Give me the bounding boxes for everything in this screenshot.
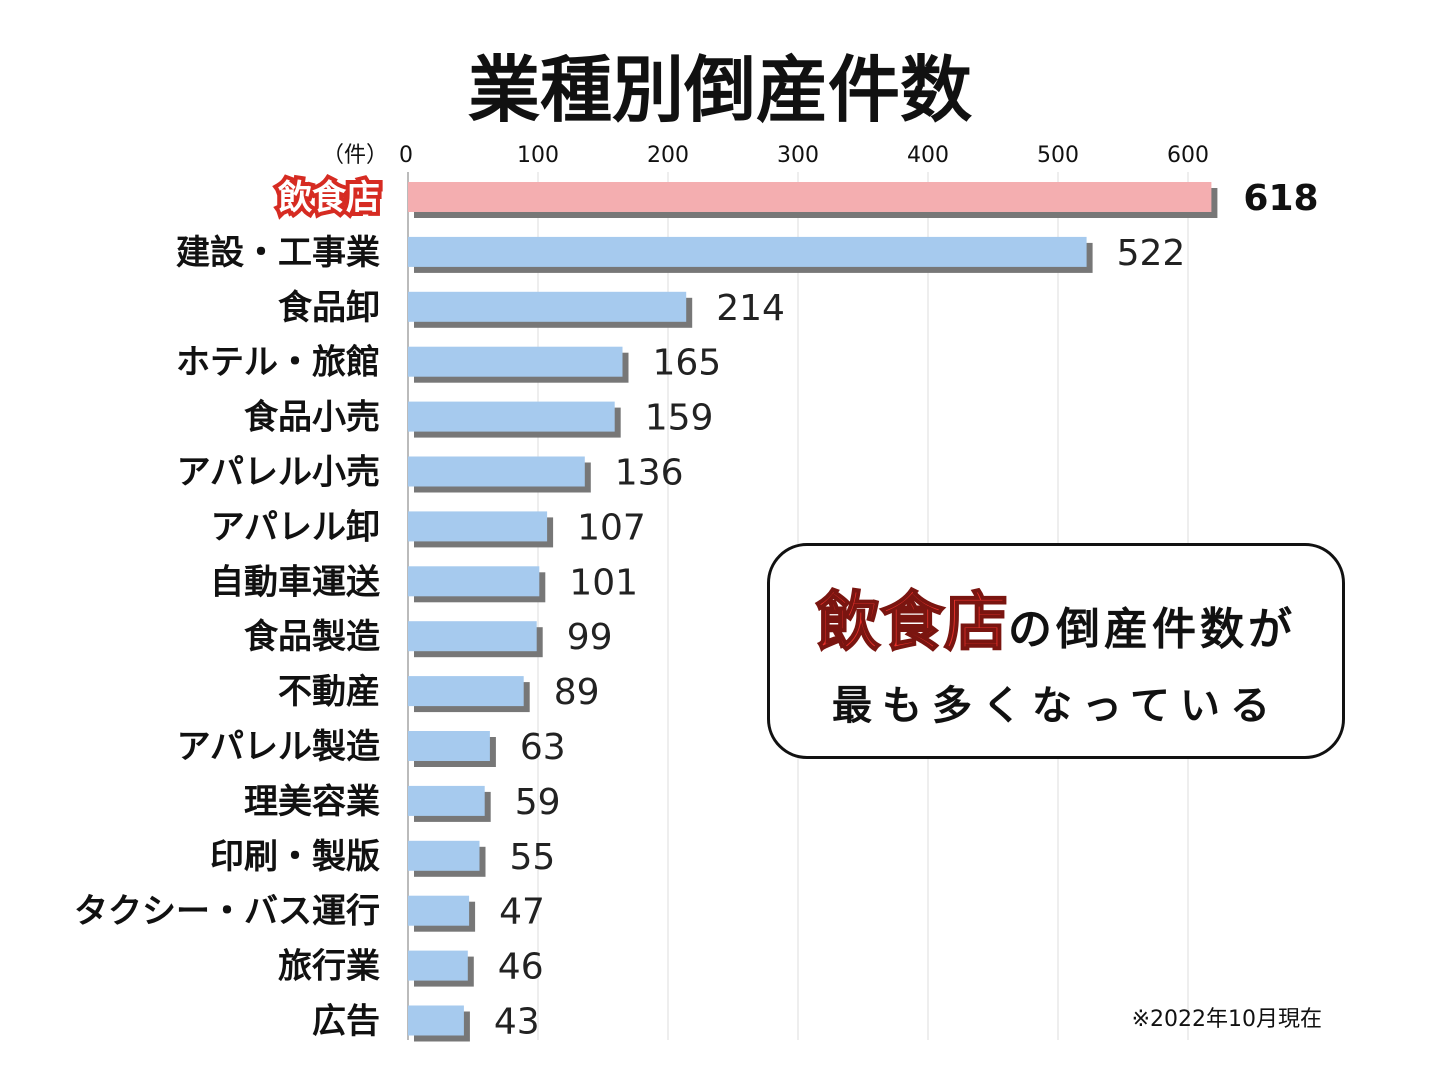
bar — [408, 456, 585, 487]
bar — [408, 1005, 464, 1036]
data-label: 214 — [716, 288, 785, 329]
data-label: 59 — [515, 782, 561, 823]
data-label: 522 — [1117, 233, 1186, 274]
bar — [408, 182, 1212, 212]
category-label: 自動車運送 — [210, 562, 380, 602]
x-tick-label: 500 — [1037, 143, 1079, 168]
x-tick-label: 400 — [907, 143, 949, 168]
bar — [408, 566, 540, 597]
bar — [408, 840, 480, 871]
category-label: アパレル製造 — [177, 727, 380, 767]
data-label: 618 — [1243, 178, 1318, 219]
bar — [408, 621, 537, 652]
bar — [408, 511, 548, 542]
category-label: 建設・工事業 — [176, 233, 380, 273]
data-label: 47 — [499, 892, 545, 933]
x-tick-label: 100 — [517, 143, 559, 168]
data-label: 63 — [520, 727, 566, 768]
data-label: 99 — [567, 617, 613, 658]
callout-highlight: 飲食店 — [815, 585, 1009, 661]
category-label: 印刷・製版 — [210, 837, 380, 877]
bar — [408, 291, 687, 322]
bar — [408, 895, 470, 926]
callout-line2: 最も多くなっている — [832, 683, 1280, 729]
x-tick-label: 300 — [777, 143, 819, 168]
category-label: アパレル小売 — [177, 453, 380, 493]
bar — [408, 785, 485, 816]
chart-title: 業種別倒産件数 — [468, 48, 972, 132]
bar — [408, 236, 1087, 267]
x-tick-label: 600 — [1167, 143, 1209, 168]
data-label: 101 — [569, 562, 638, 603]
category-label: ホテル・旅館 — [176, 343, 380, 383]
category-label: 飲食店 — [278, 178, 380, 218]
category-label: 不動産 — [278, 672, 380, 712]
category-label: 旅行業 — [278, 947, 380, 987]
category-label: 広告 — [312, 1002, 380, 1042]
category-label: 理美容業 — [244, 782, 380, 822]
category-label: タクシー・バス運行 — [74, 892, 380, 932]
callout-box: 飲食店の倒産件数が 最も多くなっている — [767, 543, 1345, 759]
data-label: 136 — [615, 453, 684, 494]
data-label: 165 — [653, 343, 722, 384]
footnote: ※2022年10月現在 — [1132, 1007, 1322, 1032]
callout-line1: 飲食店の倒産件数が — [815, 571, 1296, 663]
bar — [408, 346, 623, 377]
category-label: アパレル卸 — [211, 507, 380, 547]
data-label: 55 — [510, 837, 556, 878]
callout-line1-text: の倒産件数が — [1008, 604, 1296, 655]
category-label: 食品小売 — [244, 398, 380, 438]
data-label: 46 — [498, 947, 544, 988]
bar — [408, 731, 490, 761]
data-label: 43 — [494, 1002, 540, 1043]
data-label: 159 — [645, 398, 714, 439]
bar — [408, 950, 468, 981]
category-label: 食品製造 — [244, 617, 380, 657]
category-label: 食品卸 — [278, 288, 380, 328]
data-label: 89 — [554, 672, 600, 713]
bar — [408, 401, 615, 432]
data-label: 107 — [577, 507, 646, 548]
axis-unit-label: （件） — [322, 143, 388, 168]
x-tick-label: 200 — [647, 143, 689, 168]
x-tick-label: 0 — [399, 143, 413, 168]
bar — [408, 676, 524, 707]
